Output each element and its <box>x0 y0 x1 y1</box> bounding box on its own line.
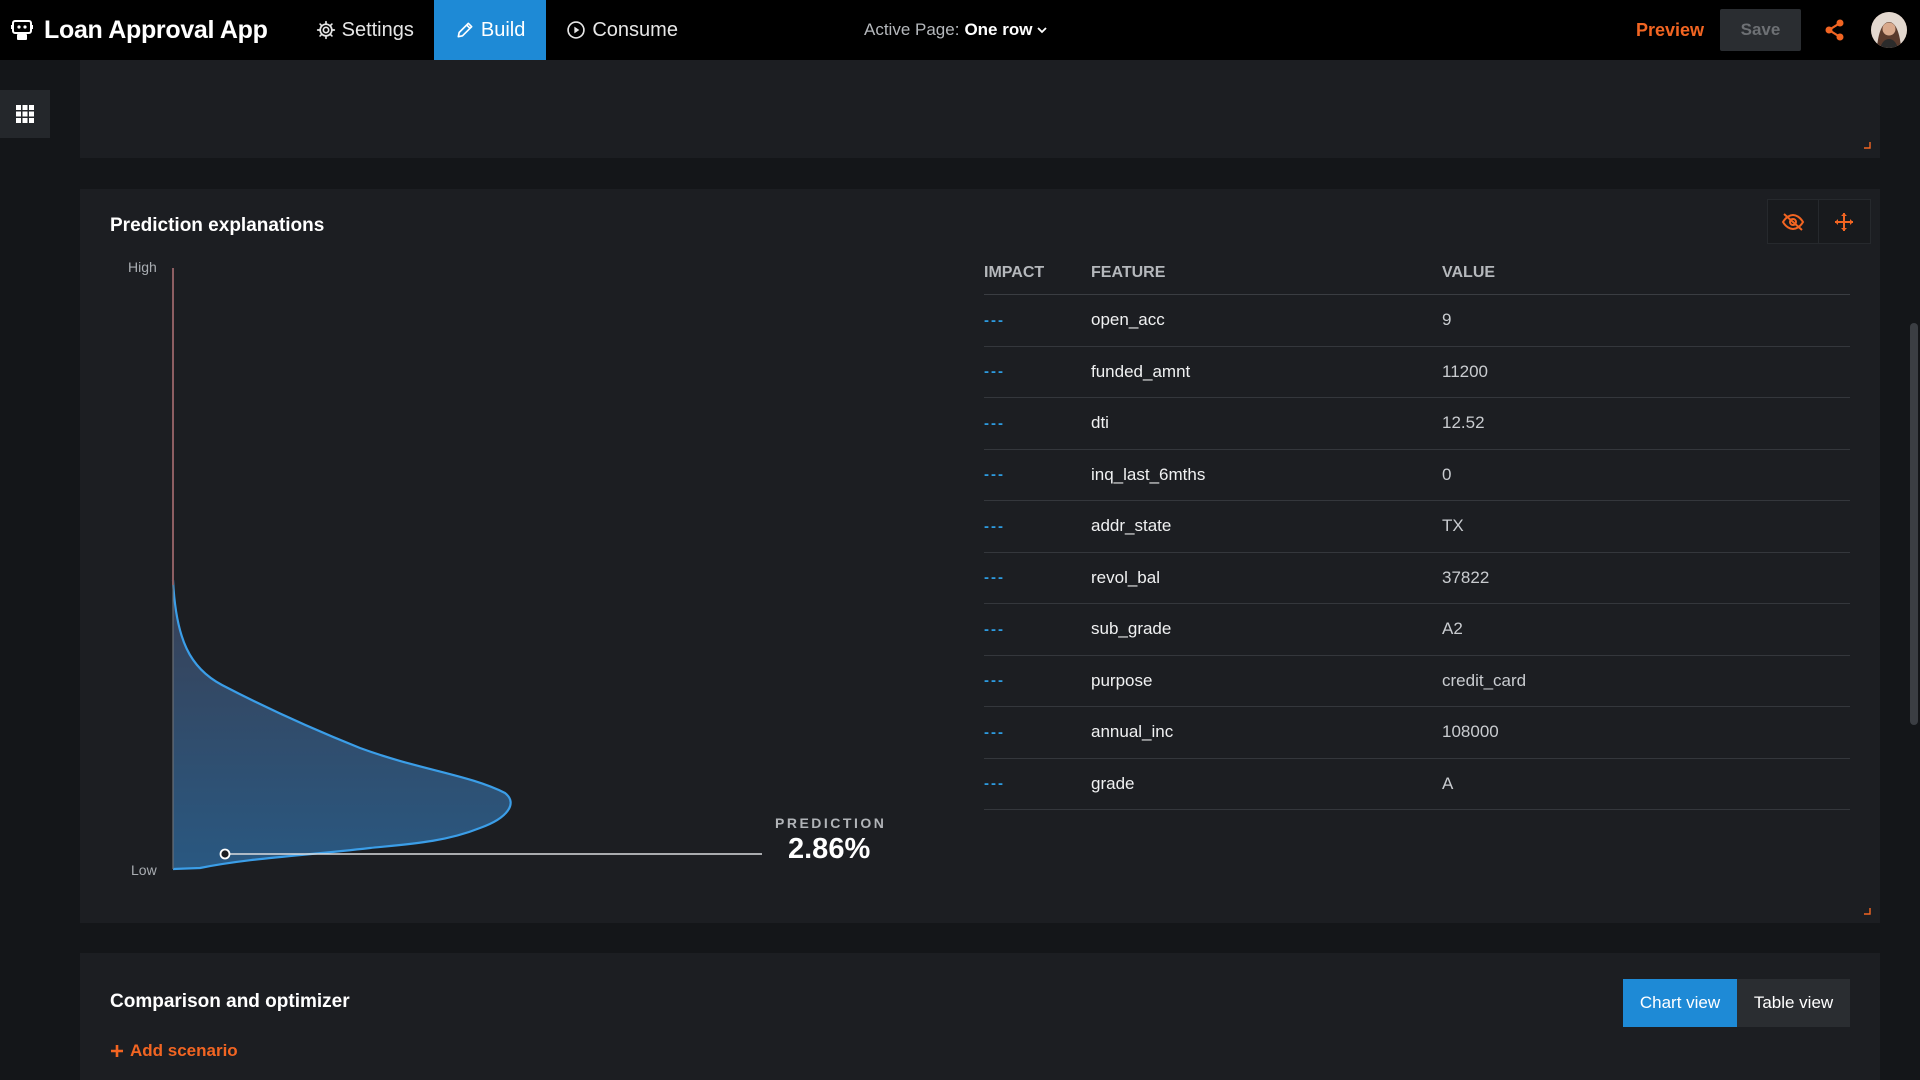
feature-value: 37822 <box>1442 567 1490 587</box>
active-page-selector[interactable]: Active Page: One row <box>864 0 1048 60</box>
feature-name: inq_last_6mths <box>1091 464 1206 484</box>
nav-settings-tab[interactable]: Settings <box>296 0 434 60</box>
feature-value: 0 <box>1442 464 1452 484</box>
table-row: --- dti 12.52 <box>984 398 1850 450</box>
view-toggle: Chart view Table view <box>1623 979 1850 1027</box>
active-page-value: One row <box>964 20 1033 39</box>
nav-build-label: Build <box>480 18 526 41</box>
share-icon[interactable] <box>1824 18 1846 42</box>
prediction-point <box>219 848 231 860</box>
table-row: --- sub_grade A2 <box>984 604 1850 656</box>
grid-icon[interactable] <box>0 90 50 138</box>
header-value: VALUE <box>1442 263 1496 281</box>
prediction-explanations-table: IMPACT FEATURE VALUE --- open_acc 9 --- fund… <box>984 251 1850 810</box>
comparison-optimizer-panel <box>80 953 1880 1080</box>
save-button[interactable]: Save <box>1720 9 1801 51</box>
top-widget-panel <box>80 60 1880 158</box>
nav-build-tab[interactable]: Build <box>433 0 547 60</box>
left-rail <box>0 60 50 1080</box>
axis-high-label: High <box>128 259 157 275</box>
distribution-area <box>173 580 511 869</box>
impact-indicator: --- <box>984 672 1005 690</box>
nav-settings-label: Settings <box>341 18 414 41</box>
impact-indicator: --- <box>984 311 1005 329</box>
feature-name: purpose <box>1091 670 1153 690</box>
impact-indicator: --- <box>984 517 1005 535</box>
feature-value: A2 <box>1442 619 1463 639</box>
feature-value: TX <box>1442 516 1464 536</box>
active-page-label: Active Page: <box>864 20 960 39</box>
resize-handle-icon[interactable] <box>1862 906 1872 916</box>
top-navigation: Loan Approval App Settings Build Consume <box>0 0 1920 60</box>
nav-consume-label: Consume <box>592 18 678 41</box>
table-view-button[interactable]: Table view <box>1737 979 1850 1027</box>
feature-value: A <box>1442 773 1454 793</box>
comparison-optimizer-title: Comparison and optimizer <box>110 991 350 1012</box>
feature-value: 108000 <box>1442 722 1499 742</box>
feature-name: revol_bal <box>1091 567 1160 587</box>
axis-low-label: Low <box>131 862 157 878</box>
scrollbar-thumb[interactable] <box>1910 323 1918 725</box>
add-scenario-button[interactable]: Add scenario <box>110 1041 238 1061</box>
app-title: Loan Approval App <box>44 15 268 44</box>
pencil-icon <box>457 22 473 38</box>
table-row: --- purpose credit_card <box>984 656 1850 707</box>
impact-indicator: --- <box>984 569 1005 587</box>
add-scenario-label: Add scenario <box>130 1041 238 1060</box>
table-row: --- grade A <box>984 759 1850 810</box>
toolbar-divider <box>1818 200 1819 243</box>
feature-name: sub_grade <box>1091 619 1172 639</box>
feature-name: grade <box>1091 773 1135 793</box>
table-row: --- annual_inc 108000 <box>984 707 1850 759</box>
feature-value: 9 <box>1442 310 1452 330</box>
feature-value: 11200 <box>1442 361 1489 381</box>
feature-value: credit_card <box>1442 670 1527 690</box>
prediction-value: 2.86% <box>788 833 871 865</box>
plus-icon <box>111 1045 123 1057</box>
feature-name: funded_amnt <box>1091 361 1191 381</box>
distribution-curve-line <box>171 579 512 871</box>
chevron-down-icon <box>1037 27 1048 34</box>
chart-view-button[interactable]: Chart view <box>1623 979 1737 1027</box>
gear-icon <box>316 20 335 40</box>
widget-toolbar <box>1767 199 1871 244</box>
feature-name: annual_inc <box>1091 722 1174 742</box>
impact-indicator: --- <box>984 775 1005 793</box>
header-impact: IMPACT <box>984 263 1045 281</box>
preview-button[interactable]: Preview <box>1636 19 1705 40</box>
prediction-explanations-title: Prediction explanations <box>110 215 325 236</box>
impact-indicator: --- <box>984 414 1005 432</box>
resize-handle-icon[interactable] <box>1862 140 1872 150</box>
table-row: --- revol_bal 37822 <box>984 553 1850 604</box>
feature-name: open_acc <box>1091 310 1165 330</box>
move-icon[interactable] <box>1819 200 1869 243</box>
user-avatar[interactable] <box>1871 12 1907 48</box>
impact-indicator: --- <box>984 363 1005 381</box>
play-circle-icon <box>567 21 586 39</box>
impact-indicator: --- <box>984 723 1005 741</box>
feature-name: addr_state <box>1091 516 1172 536</box>
impact-indicator: --- <box>984 620 1005 638</box>
app-brand[interactable]: Loan Approval App <box>0 0 268 60</box>
nav-consume-tab[interactable]: Consume <box>546 0 698 60</box>
header-feature: FEATURE <box>1091 263 1166 281</box>
table-header: IMPACT FEATURE VALUE <box>984 251 1850 295</box>
prediction-label: PREDICTION <box>775 815 887 831</box>
table-row: --- open_acc 9 <box>984 295 1850 347</box>
hide-eye-icon[interactable] <box>1768 200 1818 243</box>
feature-value: 12.52 <box>1442 413 1485 433</box>
feature-name: dti <box>1091 413 1109 433</box>
table-row: --- funded_amnt 11200 <box>984 347 1850 398</box>
impact-indicator: --- <box>984 466 1005 484</box>
table-row: --- inq_last_6mths 0 <box>984 450 1850 501</box>
table-row: --- addr_state TX <box>984 501 1850 553</box>
robot-logo-icon <box>10 18 34 42</box>
